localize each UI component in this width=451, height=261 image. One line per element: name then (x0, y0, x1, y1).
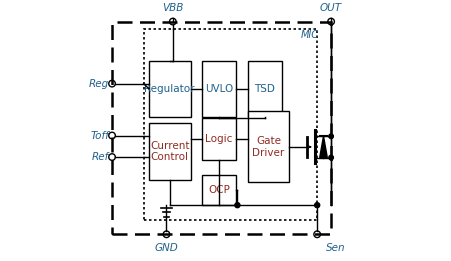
Text: OUT: OUT (318, 3, 341, 13)
Text: Reg: Reg (88, 79, 109, 88)
Text: Current
Control: Current Control (150, 140, 189, 162)
Text: Ref: Ref (92, 152, 109, 162)
Text: MIC: MIC (300, 31, 318, 40)
Text: Regulator: Regulator (144, 84, 194, 94)
Circle shape (328, 134, 333, 139)
Text: Gate
Driver: Gate Driver (252, 136, 284, 158)
Bar (247, 61, 281, 116)
Text: Toff: Toff (90, 130, 109, 140)
Circle shape (314, 203, 319, 208)
Text: Sen: Sen (325, 243, 345, 253)
Bar (202, 61, 235, 116)
Bar (247, 111, 289, 182)
Text: UVLO: UVLO (204, 84, 233, 94)
Circle shape (235, 203, 239, 208)
Bar (202, 175, 235, 205)
Text: GND: GND (154, 243, 178, 253)
Circle shape (328, 155, 333, 160)
Text: VBB: VBB (162, 3, 183, 13)
Text: TSD: TSD (253, 84, 275, 94)
Bar (143, 29, 317, 220)
Text: Logic: Logic (205, 134, 232, 144)
Bar (112, 22, 331, 234)
Polygon shape (319, 136, 327, 158)
Bar (202, 118, 235, 159)
Text: OCP: OCP (207, 185, 230, 195)
Bar (148, 61, 190, 116)
Bar (148, 123, 190, 180)
